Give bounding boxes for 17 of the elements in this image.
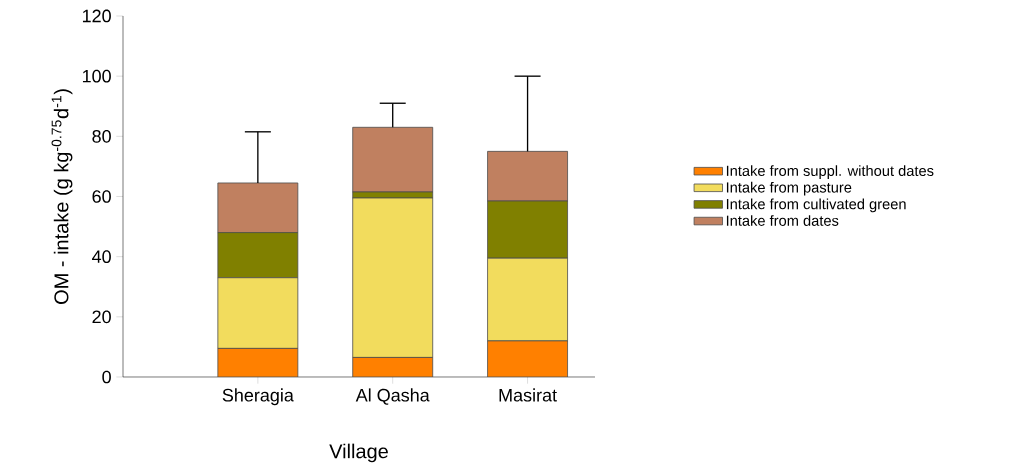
legend-label: Intake from cultivated green: [726, 198, 906, 213]
y-tick-label: 0: [102, 370, 111, 384]
y-tick-label: 100: [82, 69, 111, 83]
y-tick-label: 60: [92, 190, 111, 203]
legend-label: Intake from dates: [726, 215, 839, 226]
bar: [352, 126, 434, 193]
y-tick-label: 40: [92, 250, 111, 264]
legend-label: Intake from suppl. without dates: [726, 165, 934, 179]
legend-label: Intake from pasture: [726, 181, 852, 196]
y-tick-label: 120: [82, 9, 111, 23]
y-axis-title: OM - intake (g kg$^{-0.75}$d$^{-1}$): [51, 89, 73, 304]
y-tick-label: 20: [92, 310, 111, 324]
x-axis-title: Village: [329, 443, 388, 463]
y-tick-label: 80: [92, 129, 111, 143]
x-tick-label: Al Qasha: [355, 388, 430, 405]
x-tick-label: Masirat: [499, 388, 557, 402]
x-tick-label: Sheragia: [222, 388, 294, 406]
